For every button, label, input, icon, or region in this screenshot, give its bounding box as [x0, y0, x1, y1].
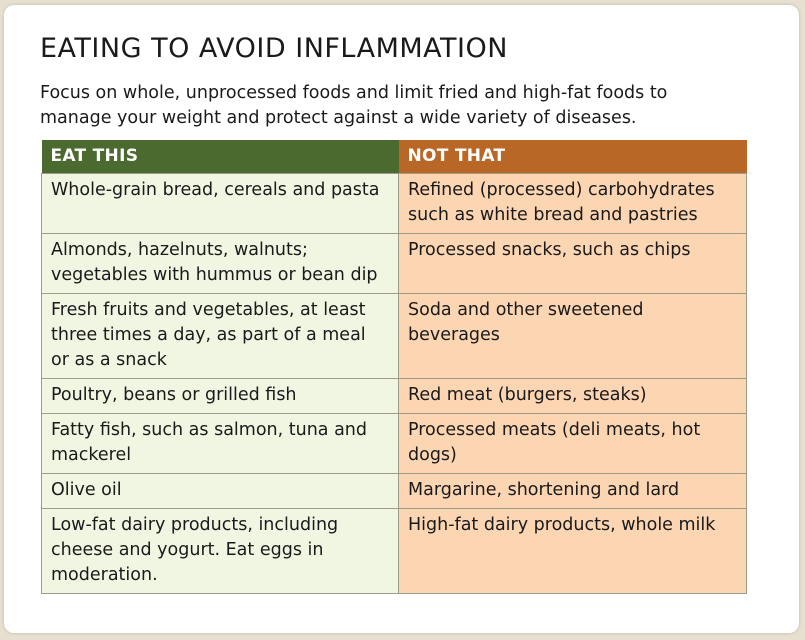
eat-this-cell: Fatty fish, such as salmon, tuna and mac…	[41, 413, 399, 474]
not-that-cell: Processed meats (deli meats, hot dogs)	[398, 413, 747, 474]
eat-this-not-that-table: EAT THIS NOT THAT Whole-grain bread, cer…	[41, 140, 747, 594]
not-that-cell: Refined (processed) carbohydrates such a…	[398, 173, 747, 234]
table-row: Almonds, hazelnuts, walnuts; vegetables …	[41, 233, 747, 294]
table-row: Olive oil Margarine, shortening and lard	[41, 473, 747, 509]
not-that-header: NOT THAT	[398, 140, 747, 174]
eat-this-cell: Whole-grain bread, cereals and pasta	[41, 173, 399, 234]
table-row: Fresh fruits and vegetables, at least th…	[41, 293, 747, 379]
page-subtitle: Focus on whole, unprocessed foods and li…	[40, 83, 668, 128]
table-header-row: EAT THIS NOT THAT	[41, 140, 747, 174]
table-row: Whole-grain bread, cereals and pasta Ref…	[41, 173, 747, 234]
eat-this-cell: Almonds, hazelnuts, walnuts; vegetables …	[41, 233, 399, 294]
eat-this-cell: Low-fat dairy products, including cheese…	[41, 508, 399, 594]
not-that-cell: Processed snacks, such as chips	[398, 233, 747, 294]
page-title: EATING TO AVOID INFLAMMATION	[40, 33, 508, 64]
table-row: Fatty fish, such as salmon, tuna and mac…	[41, 413, 747, 474]
not-that-cell: Margarine, shortening and lard	[398, 473, 747, 509]
eat-this-cell: Poultry, beans or grilled fish	[41, 378, 399, 414]
eat-this-cell: Olive oil	[41, 473, 399, 509]
table-row: Low-fat dairy products, including cheese…	[41, 508, 747, 594]
eat-this-header: EAT THIS	[41, 140, 399, 174]
not-that-cell: Red meat (burgers, steaks)	[398, 378, 747, 414]
not-that-cell: High-fat dairy products, whole milk	[398, 508, 747, 594]
table-row: Poultry, beans or grilled fish Red meat …	[41, 378, 747, 414]
eat-this-cell: Fresh fruits and vegetables, at least th…	[41, 293, 399, 379]
not-that-cell: Soda and other sweetened beverages	[398, 293, 747, 379]
